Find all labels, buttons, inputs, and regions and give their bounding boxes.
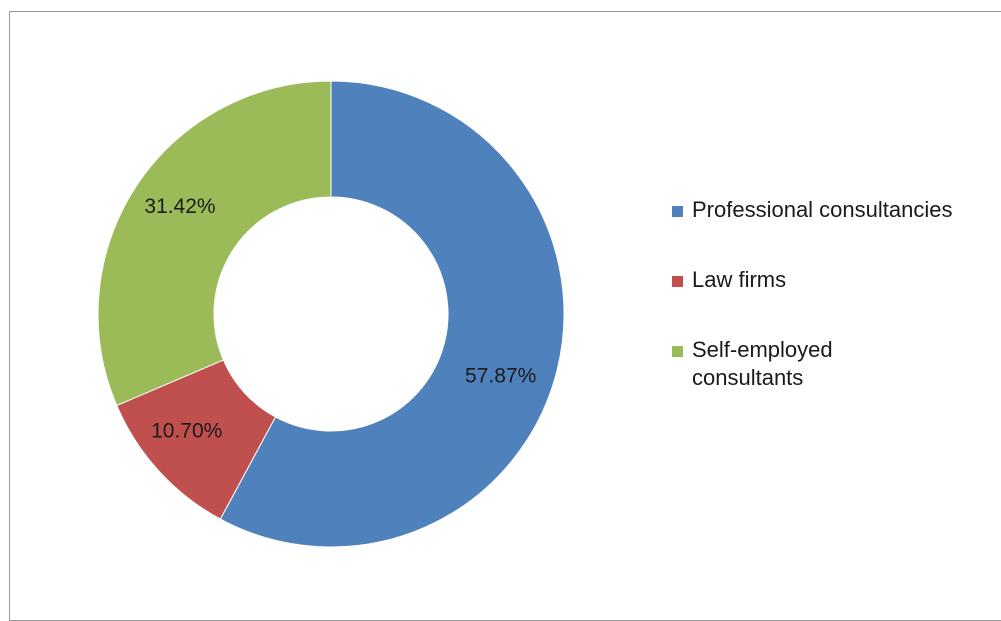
legend-label: Professional consultancies xyxy=(692,197,953,222)
legend-label: Self-employed consultants xyxy=(692,337,833,390)
legend-swatch-self-employed-consultants xyxy=(672,346,683,357)
data-label-professional-consultancies: 57.87% xyxy=(465,364,536,387)
data-label-law-firms: 10.70% xyxy=(151,420,222,443)
legend-item-self-employed-consultants: Self-employed consultants xyxy=(672,336,892,392)
legend-label: Law firms xyxy=(692,267,787,292)
donut-chart: 57.87% 10.70% 31.42% xyxy=(97,80,565,548)
legend: Professional consultancies Law firms Sel… xyxy=(672,196,992,392)
legend-item-law-firms: Law firms xyxy=(672,266,992,294)
donut-slice-professional-consultancies xyxy=(219,80,565,548)
data-label-self-employed-consultants: 31.42% xyxy=(144,195,215,218)
legend-swatch-law-firms xyxy=(672,276,683,287)
legend-item-professional-consultancies: Professional consultancies xyxy=(672,196,992,224)
donut-slice-self-employed-consultants xyxy=(97,80,332,407)
legend-swatch-professional-consultancies xyxy=(672,206,683,217)
